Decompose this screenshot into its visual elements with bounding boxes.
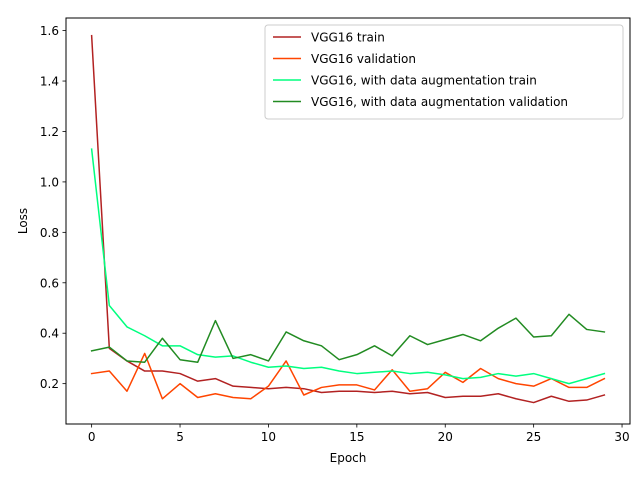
x-tick-label: 20 <box>438 430 453 444</box>
axis-ticks: 0 5 10 15 20 25 30 0.2 0.4 0.6 0.8 1.0 1.2 1.4 1.6 <box>40 24 630 444</box>
y-tick-label: 0.4 <box>40 327 59 341</box>
legend-label-1: VGG16 validation <box>311 52 416 66</box>
x-tick-label: 15 <box>349 430 364 444</box>
x-tick-label: 25 <box>526 430 541 444</box>
y-tick-label: 1.4 <box>40 75 59 89</box>
y-axis-label: Loss <box>16 208 30 234</box>
plot-frame <box>65 17 631 425</box>
x-axis-label: Epoch <box>330 451 367 465</box>
x-tick-label: 0 <box>88 430 96 444</box>
legend-label-0: VGG16 train <box>311 31 385 45</box>
x-tick-label: 10 <box>261 430 276 444</box>
legend-label-2: VGG16, with data augmentation train <box>311 74 537 88</box>
legend-box <box>264 24 624 120</box>
series-line-3 <box>90 313 606 363</box>
x-tick-label: 5 <box>176 430 184 444</box>
legend: VGG16 train VGG16 validation VGG16, with d… <box>264 24 624 120</box>
x-tick-label: 30 <box>614 430 629 444</box>
y-tick-label: 1.0 <box>40 175 59 189</box>
y-tick-label: 1.6 <box>40 24 59 38</box>
y-tick-label: 0.6 <box>40 276 59 290</box>
y-tick-label: 1.2 <box>40 125 59 139</box>
series-line-0 <box>90 34 606 404</box>
legend-label-3: VGG16, with data augmentation validation <box>311 95 568 109</box>
series-lines <box>90 34 606 404</box>
y-tick-label: 0.8 <box>40 226 59 240</box>
series-line-2 <box>90 148 606 385</box>
series-line-1 <box>90 352 606 400</box>
y-tick-label: 0.2 <box>40 377 59 391</box>
